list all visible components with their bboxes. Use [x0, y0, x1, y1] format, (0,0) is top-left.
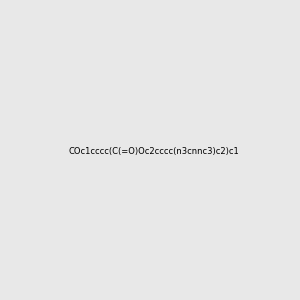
Text: COc1cccc(C(=O)Oc2cccc(n3cnnc3)c2)c1: COc1cccc(C(=O)Oc2cccc(n3cnnc3)c2)c1 [68, 147, 239, 156]
